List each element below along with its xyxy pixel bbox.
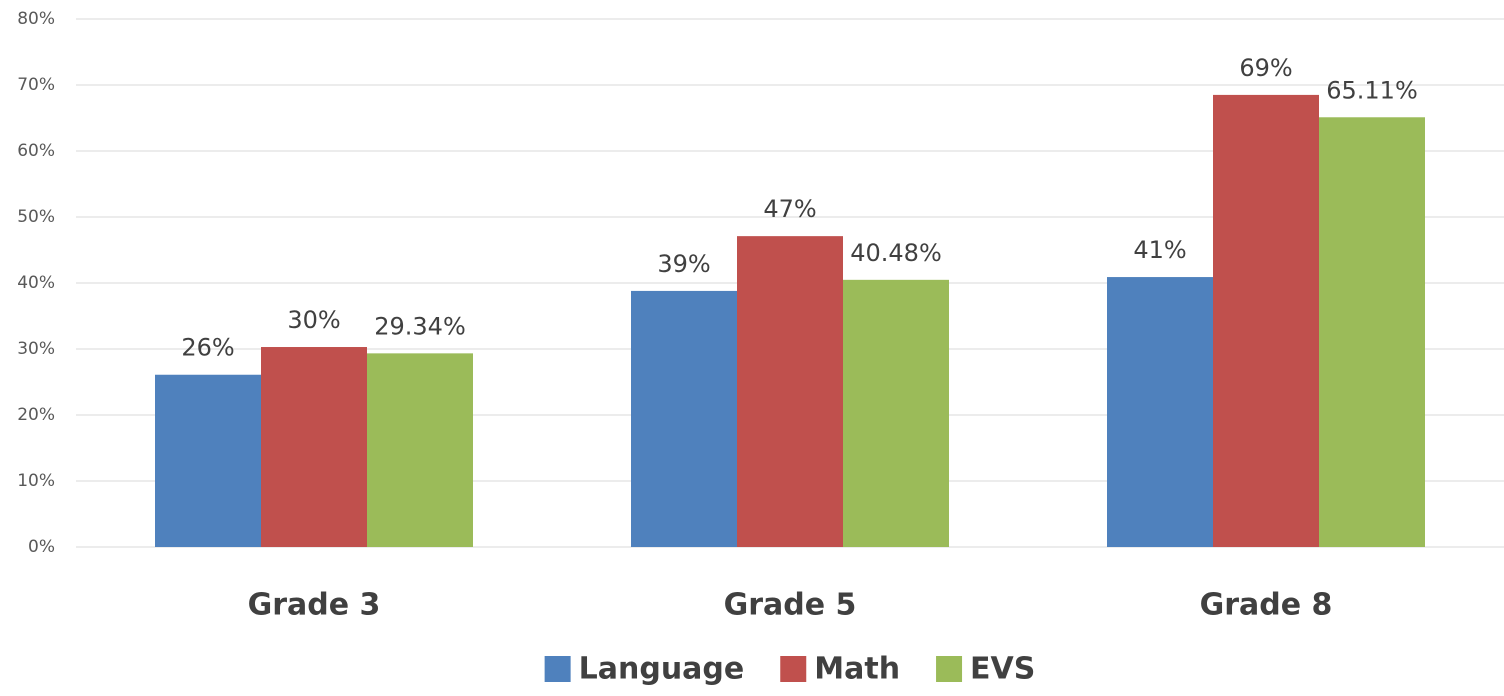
data-label: 65.11% <box>1326 76 1418 104</box>
legend-label: EVS <box>970 652 1035 687</box>
bar <box>261 347 367 547</box>
y-tick-label: 60% <box>17 141 55 161</box>
x-tick-label: Grade 3 <box>248 588 381 623</box>
data-label: 47% <box>763 195 816 223</box>
data-label: 29.34% <box>374 312 466 340</box>
data-label: 39% <box>657 250 710 278</box>
bar <box>843 279 949 547</box>
data-label: 41% <box>1133 236 1186 264</box>
data-label: 69% <box>1239 54 1292 82</box>
y-tick-label: 10% <box>17 471 55 491</box>
bar <box>367 353 473 547</box>
y-tick-label: 30% <box>17 339 55 359</box>
y-tick-label: 50% <box>17 207 55 227</box>
x-tick-label: Grade 5 <box>724 588 857 623</box>
legend-swatch <box>936 656 963 682</box>
legend-swatch <box>544 656 571 682</box>
bar <box>1107 277 1213 547</box>
bar <box>1319 117 1425 548</box>
y-tick-label: 40% <box>17 273 55 293</box>
bar <box>1213 94 1319 548</box>
bar <box>155 374 261 547</box>
legend-label: Language <box>579 652 745 687</box>
data-label: 40.48% <box>850 239 942 267</box>
y-tick-label: 0% <box>28 537 55 557</box>
bar <box>631 290 737 547</box>
data-label: 30% <box>287 306 340 334</box>
bar <box>737 236 843 547</box>
x-tick-label: Grade 8 <box>1200 588 1333 623</box>
legend-label: Math <box>814 652 900 687</box>
y-tick-label: 80% <box>17 9 55 29</box>
legend-swatch <box>780 656 807 682</box>
y-tick-label: 70% <box>17 75 55 95</box>
data-label: 26% <box>181 334 234 362</box>
y-tick-label: 20% <box>17 405 55 425</box>
